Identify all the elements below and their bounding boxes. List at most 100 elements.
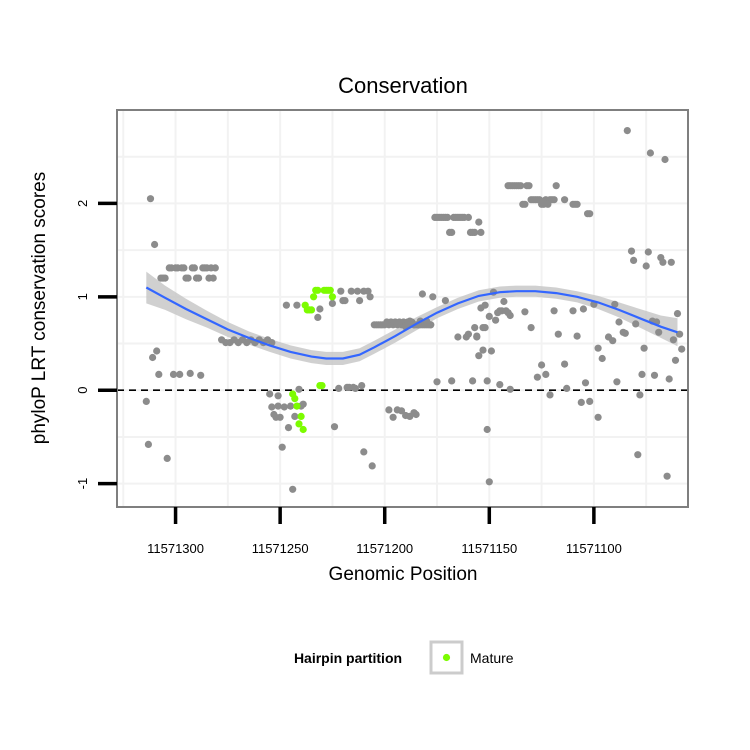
data-point [274, 402, 282, 410]
data-point [169, 370, 178, 378]
data-point [569, 307, 577, 315]
data-point [471, 228, 479, 236]
data-point [661, 155, 669, 164]
data-point [638, 370, 646, 378]
data-point [621, 329, 629, 337]
data-point [479, 346, 487, 354]
data-point [153, 347, 161, 355]
legend: Hairpin partition Mature [294, 640, 514, 675]
data-point-mature [299, 425, 307, 434]
data-point [671, 356, 680, 364]
data-point [615, 318, 623, 326]
y-tick-label: -1 [75, 478, 90, 490]
data-point [577, 398, 585, 406]
confidence-ribbon-area [146, 271, 678, 365]
data-point [581, 379, 590, 387]
y-tick-label: 2 [75, 200, 90, 207]
data-point [142, 397, 150, 405]
data-point [627, 247, 636, 255]
smooth-curve-line [145, 286, 678, 360]
data-point [586, 210, 594, 218]
data-point [364, 287, 372, 295]
data-point [481, 301, 489, 309]
data-point [163, 454, 171, 462]
data-point [353, 287, 362, 295]
data-point [186, 369, 194, 377]
data-point-mature [328, 293, 336, 301]
data-point [351, 384, 359, 392]
data-point [500, 297, 508, 306]
data-point [546, 391, 554, 399]
data-point [268, 403, 276, 411]
data-point [356, 297, 364, 305]
data-point [506, 311, 514, 320]
data-point [278, 443, 286, 451]
data-point [492, 316, 500, 324]
plot-panel-background [117, 110, 688, 507]
data-point-mature [314, 286, 322, 294]
y-axis: -1 0 1 2 [75, 200, 117, 490]
data-point [335, 384, 343, 392]
data-point [473, 333, 481, 341]
legend-label-mature: Mature [470, 650, 514, 666]
data-point [573, 332, 581, 340]
data-point [485, 478, 493, 486]
data-point [151, 240, 159, 249]
data-point [517, 182, 525, 190]
legend-key-mature [442, 653, 451, 662]
data-point [475, 218, 483, 226]
data-point [443, 213, 452, 221]
data-point-mature [310, 293, 318, 301]
data-point [397, 407, 406, 415]
data-point-mature [295, 420, 303, 428]
data-point [287, 402, 295, 410]
data-point [155, 370, 163, 378]
confidence-ribbon [146, 271, 678, 365]
data-point [561, 196, 569, 204]
data-point [184, 274, 192, 282]
data-point [366, 293, 374, 301]
data-point [341, 297, 349, 305]
data-point [655, 328, 663, 336]
data-point [176, 370, 184, 378]
data-point [469, 377, 477, 385]
data-point [561, 360, 569, 368]
data-point [667, 258, 675, 266]
data-point [594, 413, 602, 421]
x-axis: 11571300 11571250 11571200 11571150 11571100 [147, 507, 622, 556]
data-point [538, 361, 546, 369]
data-point [454, 333, 462, 341]
data-point-mature [326, 286, 334, 294]
data-point [550, 196, 558, 204]
data-point [195, 274, 203, 282]
data-point [266, 390, 274, 398]
data-point [280, 403, 288, 411]
data-point [506, 385, 514, 393]
data-point [634, 451, 642, 459]
data-point [190, 264, 198, 272]
data-point [299, 400, 307, 408]
data-point [471, 324, 479, 332]
data-point [632, 320, 640, 328]
data-point [295, 385, 303, 393]
data-point [542, 370, 550, 378]
data-point [640, 344, 648, 352]
data-point [563, 384, 571, 392]
x-axis-title: Genomic Position [329, 564, 478, 585]
smooth-curve [145, 286, 678, 360]
data-point [579, 305, 588, 313]
data-point-mature [318, 382, 326, 390]
data-point [360, 448, 368, 456]
data-point [487, 347, 495, 355]
data-point [289, 485, 297, 493]
data-point [644, 248, 652, 256]
data-point [144, 440, 152, 448]
data-point [328, 299, 336, 307]
data-point [527, 324, 535, 332]
data-point [180, 264, 188, 272]
data-point [418, 290, 426, 298]
data-point [211, 264, 219, 272]
data-point [623, 127, 631, 135]
data-point [291, 412, 299, 420]
